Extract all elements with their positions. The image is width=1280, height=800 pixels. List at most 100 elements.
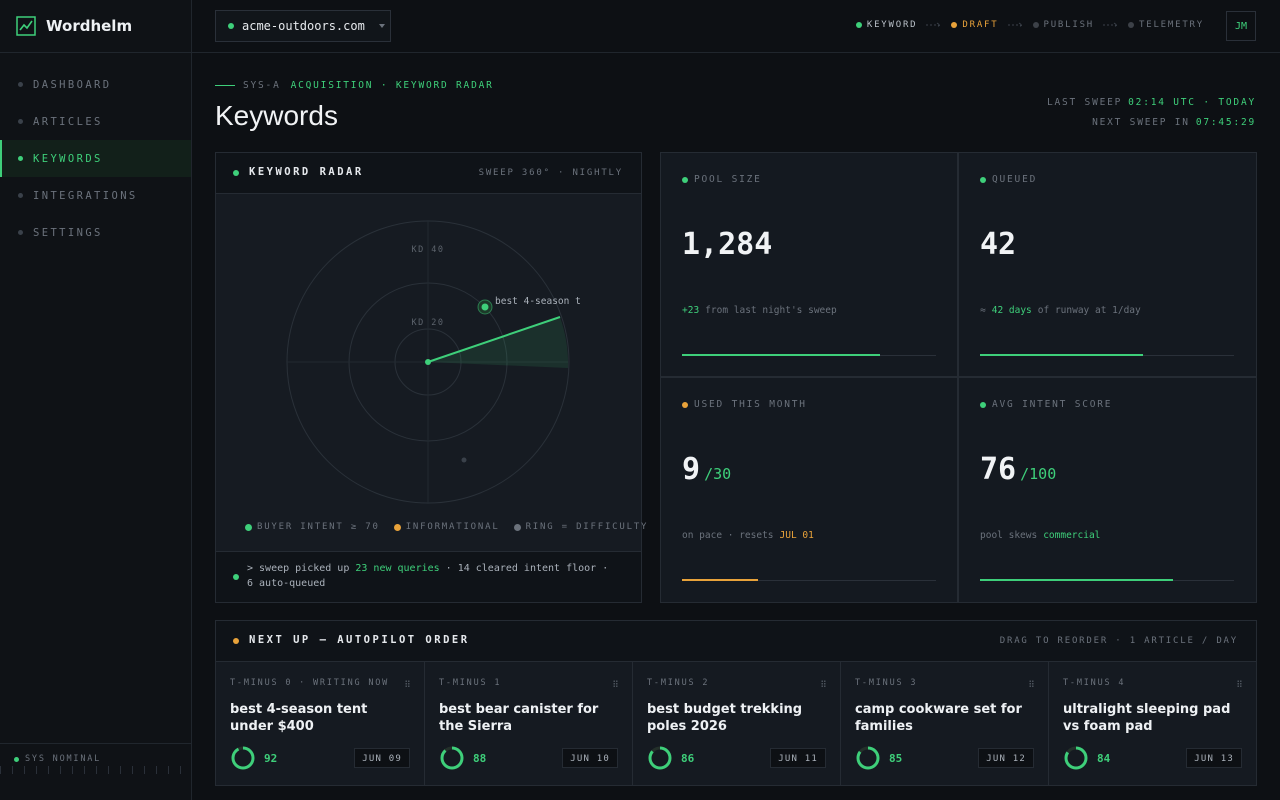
topbar-border <box>0 52 1280 53</box>
legend-item: BUYER INTENT ≥ 70 <box>245 522 380 532</box>
legend-label: BUYER INTENT ≥ 70 <box>257 522 380 532</box>
sweep-label: LAST SWEEP <box>1046 97 1123 108</box>
progress-track <box>682 580 936 581</box>
stat-note: ≈42 days of runway at 1/day <box>980 305 1147 316</box>
score-ring <box>648 746 672 770</box>
site-selector[interactable]: acme-outdoors.com <box>215 10 391 42</box>
legend-dot <box>393 523 401 531</box>
nav-label: ARTICLES <box>33 115 103 128</box>
stat-card: QUEUED 42 ≈42 days of runway at 1/day <box>958 152 1257 377</box>
step-dot <box>1032 22 1039 28</box>
nav-item[interactable]: ARTICLES <box>0 103 191 140</box>
drag-handle <box>1029 680 1034 687</box>
score-ring <box>440 746 464 770</box>
sweep-log: > sweep picked up 23 new queries · 14 clea… <box>216 551 641 602</box>
step-dot <box>855 22 862 28</box>
progress-bar <box>980 579 1174 581</box>
ring-arc <box>648 746 672 770</box>
stat-note: on pace · resets JUL 01 <box>682 530 820 541</box>
nav-label: INTEGRATIONS <box>33 189 138 202</box>
log-text: > sweep picked up 23 new queries · 14 clea… <box>247 561 617 591</box>
stat-unit: /30 <box>704 465 732 483</box>
score-value: 84 <box>1097 752 1111 765</box>
breadcrumb: SYS-A ACQUISITION · KEYWORD RADAR <box>243 80 494 91</box>
note-part: 42 days <box>991 305 1032 316</box>
note-part: of runway at 1/day <box>1037 305 1141 316</box>
queue-card[interactable]: T-MINUS 0 · WRITING NOW best 4-season ten… <box>216 662 424 785</box>
logo-icon[interactable] <box>16 16 36 36</box>
queue-card[interactable]: T-MINUS 1 best bear canister for the Sier… <box>424 662 632 785</box>
stat-note: pool skews commercial <box>980 530 1106 541</box>
faint-blip <box>461 457 467 463</box>
nav-item[interactable]: INTEGRATIONS <box>0 177 191 214</box>
date-chip: JUN 11 <box>770 748 826 768</box>
ring-label: KD 20 <box>411 318 444 328</box>
stat-dot <box>980 402 986 408</box>
date-chip: JUN 10 <box>562 748 618 768</box>
nav-item[interactable]: SETTINGS <box>0 214 191 251</box>
radar-meta: SWEEP 360° · NIGHTLY <box>478 168 623 178</box>
slot-label: T-MINUS 2 <box>647 678 710 688</box>
radar-header: KEYWORD RADAR SWEEP 360° · NIGHTLY <box>216 153 641 194</box>
stat-value-row: 42 <box>980 227 1016 262</box>
note-part: ≈ <box>980 305 986 316</box>
stat-label: AVG INTENT SCORE <box>992 399 1113 410</box>
nav-item[interactable]: KEYWORDS <box>0 140 191 177</box>
ring-arc <box>856 746 880 770</box>
legend-item: RING = DIFFICULTY <box>513 522 649 532</box>
sweep-wedge <box>428 317 569 368</box>
breadcrumb-path: ACQUISITION · KEYWORD RADAR <box>290 80 494 91</box>
radar-dot <box>233 170 239 176</box>
legend-dot <box>513 523 521 531</box>
sweep-value: 07:45:29 <box>1195 117 1256 128</box>
stat-note: +23 from last night's sweep <box>682 305 843 316</box>
tick-strip <box>0 766 191 774</box>
step-dot <box>951 22 958 28</box>
score-ring <box>231 746 255 770</box>
score-value: 86 <box>681 752 695 765</box>
pipeline-arrow <box>1103 22 1118 28</box>
stat-value: 76 <box>980 452 1017 487</box>
note-part: from last night's sweep <box>705 305 837 316</box>
sidebar <box>0 0 192 800</box>
nav-dot <box>18 119 23 124</box>
radar-legend: BUYER INTENT ≥ 70 INFORMATIONAL RING = DIF… <box>245 522 648 532</box>
pipeline-arrow <box>926 22 942 28</box>
stat-value: 9 <box>682 452 701 487</box>
log-part: · 14 cleared intent floor · 6 auto-queue… <box>247 563 609 589</box>
log-part: 23 new queries <box>355 563 440 574</box>
queue-card[interactable]: T-MINUS 3 camp cookware set for families 8… <box>840 662 1048 785</box>
score-ring <box>1064 746 1088 770</box>
blip <box>481 303 489 311</box>
nav-dot <box>18 193 23 198</box>
step-label: TELEMETRY <box>1139 20 1204 30</box>
status-label: SYS NOMINAL <box>25 754 102 764</box>
step-label: PUBLISH <box>1043 20 1095 30</box>
status-dot <box>228 23 234 29</box>
nav-item[interactable]: DASHBOARD <box>0 66 191 103</box>
sweep-label: NEXT SWEEP IN <box>1092 117 1190 128</box>
next-dot <box>233 638 239 644</box>
breadcrumb-system: SYS-A <box>243 80 281 91</box>
nav-dot <box>18 156 23 161</box>
arrow <box>1007 22 1023 28</box>
stat-unit: /100 <box>1020 465 1057 483</box>
queue-card[interactable]: T-MINUS 2 best budget trekking poles 2026… <box>632 662 840 785</box>
page-title: Keywords <box>215 100 338 131</box>
nav-dot <box>18 230 23 235</box>
nav-label: DASHBOARD <box>33 78 112 91</box>
system-status: SYS NOMINAL <box>14 754 101 764</box>
brand-name[interactable]: Wordhelm <box>46 17 133 35</box>
note-part: +23 <box>682 305 700 316</box>
stat-value: 42 <box>980 227 1017 262</box>
stat-dot <box>682 177 688 183</box>
step-label: KEYWORD <box>866 20 918 30</box>
user-avatar[interactable]: JM <box>1226 11 1256 41</box>
next-header: NEXT UP — AUTOPILOT ORDER DRAG TO REORDER… <box>216 621 1256 662</box>
pipeline-step: DRAFT <box>951 20 998 30</box>
queue-card[interactable]: T-MINUS 4 ultralight sleeping pad vs foam… <box>1048 662 1256 785</box>
slot-label: T-MINUS 3 <box>855 678 918 688</box>
stat-value-row: 76/100 <box>980 452 1056 487</box>
legend-label: INFORMATIONAL <box>405 522 500 532</box>
date-chip: JUN 09 <box>354 748 410 768</box>
